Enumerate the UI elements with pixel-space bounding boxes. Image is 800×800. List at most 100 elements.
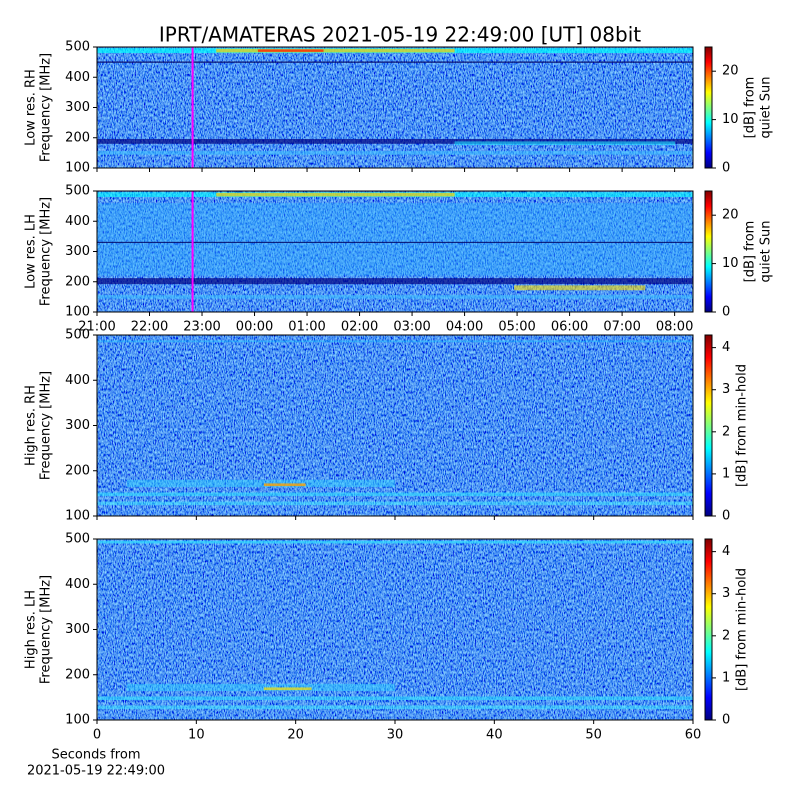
colorbar-tick-label: 10 (722, 112, 739, 127)
x-axis-label: Seconds from (51, 748, 140, 763)
y-tick-label: 400 (65, 214, 90, 229)
spectrogram-band (216, 48, 455, 53)
y-tick-label: 200 (65, 463, 90, 478)
x-tick-label: 10 (188, 728, 205, 743)
colorbar (704, 334, 713, 517)
y-axis-label: High res. RH (24, 385, 39, 466)
colorbar-tick-label: 1 (722, 670, 730, 685)
spectrogram-band (216, 192, 455, 197)
colorbar-label: quiet Sun (759, 220, 774, 282)
y-tick-label: 300 (65, 622, 90, 637)
x-tick-label: 20 (287, 728, 304, 743)
x-tick-label: 06:00 (551, 320, 588, 335)
y-axis-label: High res. LH (24, 590, 39, 669)
spectrogram-band (126, 479, 396, 488)
colorbar-label: [dB] from (743, 221, 758, 283)
colorbar (704, 46, 713, 169)
spectrogram-texture (97, 539, 693, 720)
x-tick-label: 0 (93, 728, 101, 743)
spectrogram-band (97, 241, 693, 244)
colorbar-tick-label: 0 (722, 509, 730, 524)
y-tick-label: 400 (65, 577, 90, 592)
spectrogram-band (97, 295, 693, 299)
y-tick-label: 100 (65, 161, 90, 176)
colorbar-tick-label: 0 (722, 161, 730, 176)
spectrogram-band (97, 340, 693, 343)
y-tick-label: 300 (65, 244, 90, 259)
x-tick-label: 60 (685, 728, 702, 743)
x-tick-label: 22:00 (131, 320, 168, 335)
y-tick-label: 400 (65, 70, 90, 85)
y-axis-label: Frequency [MHz] (39, 575, 54, 684)
x-tick-label: 00:00 (236, 320, 273, 335)
spectrogram-band (97, 696, 693, 701)
y-tick-label: 100 (65, 713, 90, 728)
x-tick-label: 01:00 (288, 320, 325, 335)
colorbar-tick-label: 0 (722, 305, 730, 320)
colorbar-tick-label: 3 (722, 382, 730, 397)
spectrogram-texture (97, 191, 693, 312)
chart-title: IPRT/AMATERAS 2021-05-19 22:49:00 [UT] 0… (159, 23, 641, 47)
spectrogram-band (97, 501, 693, 506)
x-tick-label: 21:00 (78, 320, 115, 335)
y-tick-label: 100 (65, 305, 90, 320)
x-tick-label: 08:00 (656, 320, 693, 335)
y-tick-label: 400 (65, 373, 90, 388)
colorbar-label: [dB] from min-hold (735, 568, 750, 691)
y-axis-label: Frequency [MHz] (39, 53, 54, 162)
spectrogram-band (97, 203, 693, 276)
colorbar-tick-label: 0 (722, 713, 730, 728)
colorbar (704, 538, 713, 721)
spectrogram-band (97, 138, 693, 144)
colorbar-tick-label: 2 (722, 628, 730, 643)
colorbar-tick-label: 10 (722, 256, 739, 271)
spectrogram-band (97, 61, 693, 63)
y-tick-label: 300 (65, 100, 90, 115)
colorbar-tick-label: 3 (722, 586, 730, 601)
y-tick-label: 200 (65, 667, 90, 682)
y-axis-label: Frequency [MHz] (39, 197, 54, 306)
y-tick-label: 500 (65, 532, 90, 547)
x-tick-label: 23:00 (183, 320, 220, 335)
y-tick-label: 200 (65, 274, 90, 289)
y-axis-label: Low res. LH (24, 214, 39, 289)
x-tick-label: 50 (585, 728, 602, 743)
spectrogram-band (514, 285, 646, 291)
y-axis-label: Frequency [MHz] (39, 371, 54, 480)
spectrogram-band (263, 483, 306, 487)
colorbar-label: [dB] from min-hold (735, 364, 750, 487)
spectrogram-texture (97, 335, 693, 516)
x-axis-label: 2021-05-19 22:49:00 (27, 764, 165, 779)
colorbar-tick-label: 20 (722, 64, 739, 79)
x-tick-label: 03:00 (393, 320, 430, 335)
spectrogram-band (263, 687, 312, 691)
spectrogram-band (97, 705, 693, 710)
spectrogram-band (97, 492, 693, 497)
x-tick-label: 04:00 (446, 320, 483, 335)
spectrogram-band (97, 151, 693, 155)
spectrogram-band (126, 683, 396, 692)
spectrogram-band (97, 540, 693, 544)
spectrogram-band (454, 141, 676, 146)
y-tick-label: 500 (65, 184, 90, 199)
colorbar-tick-label: 1 (722, 466, 730, 481)
colorbar-label: quiet Sun (759, 76, 774, 138)
colorbar-tick-label: 4 (722, 544, 730, 559)
y-tick-label: 500 (65, 40, 90, 55)
y-tick-label: 200 (65, 130, 90, 145)
colorbar (704, 190, 713, 313)
x-tick-label: 40 (486, 728, 503, 743)
x-tick-label: 07:00 (603, 320, 640, 335)
colorbar-tick-label: 20 (722, 208, 739, 223)
y-tick-label: 300 (65, 418, 90, 433)
colorbar-tick-label: 4 (722, 340, 730, 355)
x-tick-label: 05:00 (498, 320, 535, 335)
x-tick-label: 02:00 (341, 320, 378, 335)
spectrogram-band (97, 278, 693, 285)
colorbar-tick-label: 2 (722, 424, 730, 439)
y-tick-label: 500 (65, 328, 90, 343)
spectrogram-band (257, 49, 324, 52)
y-axis-label: Low res. RH (24, 69, 39, 146)
colorbar-label: [dB] from (743, 77, 758, 139)
